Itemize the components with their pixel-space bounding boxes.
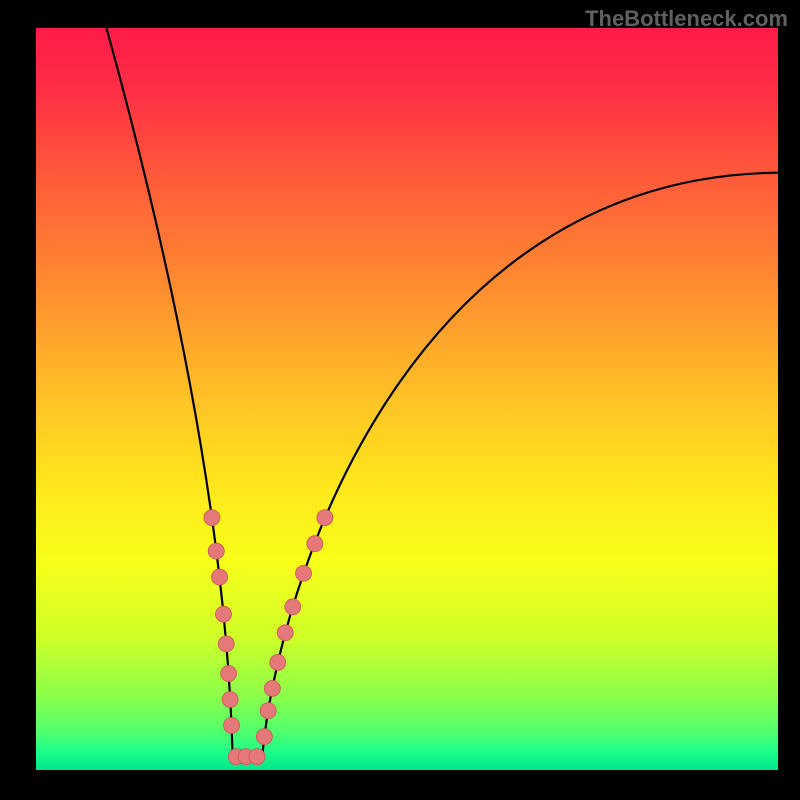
data-marker [317,510,333,526]
data-marker [270,654,286,670]
data-marker [256,729,272,745]
data-marker [277,625,293,641]
data-marker [222,692,238,708]
data-marker [218,636,234,652]
data-marker [221,666,237,682]
watermark-text: TheBottleneck.com [585,6,788,32]
data-marker [215,606,231,622]
data-marker [260,703,276,719]
data-marker [296,565,312,581]
data-marker [212,569,228,585]
bottleneck-chart [0,0,800,800]
data-marker [249,749,265,765]
data-marker [224,717,240,733]
data-marker [285,599,301,615]
data-marker [264,680,280,696]
plot-background [36,28,778,770]
data-marker [208,543,224,559]
data-marker [307,536,323,552]
data-marker [204,510,220,526]
